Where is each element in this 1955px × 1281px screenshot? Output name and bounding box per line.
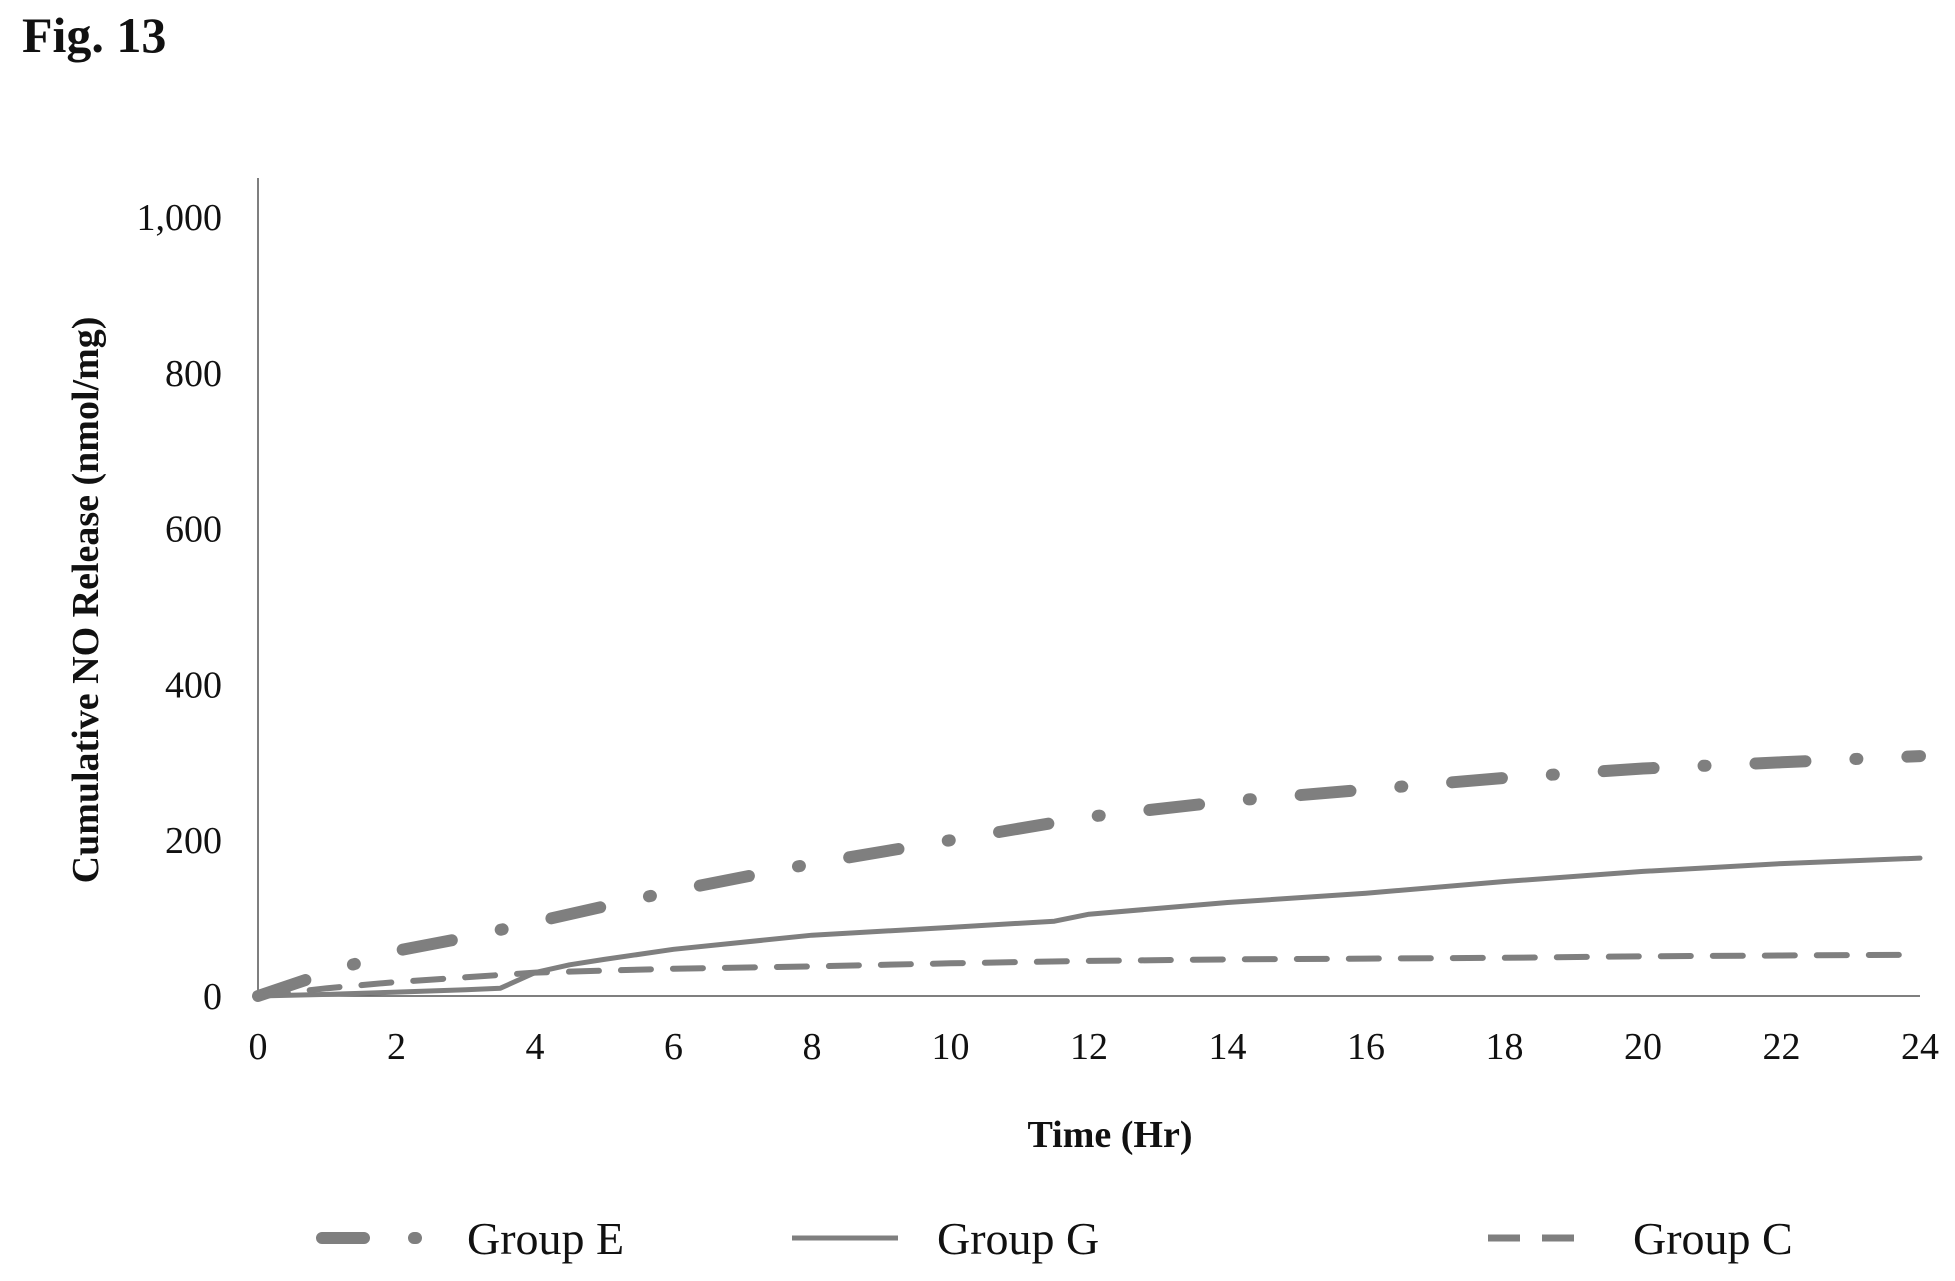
series-line-1: [252, 750, 1926, 1002]
y-tick-label: 1,000: [137, 197, 223, 239]
x-tick-label: 16: [1347, 1026, 1385, 1068]
legend: Group E Group G Group C: [316, 1213, 1793, 1264]
figure-title: Fig. 13: [22, 7, 167, 63]
y-tick-label: 600: [165, 509, 222, 551]
y-tick-label: 200: [165, 820, 222, 862]
x-tick-label: 2: [387, 1026, 406, 1068]
series-line-3: [255, 951, 1923, 999]
x-tick-label: 6: [664, 1026, 683, 1068]
legend-label-2: Group G: [937, 1213, 1099, 1264]
y-tick-label: 400: [165, 664, 222, 706]
x-tick-label: 18: [1486, 1026, 1524, 1068]
x-tick-label: 4: [526, 1026, 545, 1068]
x-axis-title: Time (Hr): [1028, 1114, 1193, 1156]
x-tick-label: 22: [1763, 1026, 1801, 1068]
x-tick-label: 0: [249, 1026, 268, 1068]
y-tick-label: 800: [165, 353, 222, 395]
y-axis-title-group: Cumulative NO Release (nmol/mg): [65, 317, 107, 884]
x-tick-label: 20: [1624, 1026, 1662, 1068]
y-tick-label: 0: [203, 976, 222, 1018]
y-axis-title: Cumulative NO Release (nmol/mg): [65, 317, 107, 884]
x-tick-label: 12: [1070, 1026, 1108, 1068]
x-tick-label: 8: [803, 1026, 822, 1068]
series-line-2: [255, 855, 1923, 999]
x-tick-label: 24: [1901, 1026, 1939, 1068]
legend-label-3: Group C: [1633, 1213, 1793, 1264]
x-tick-label: 10: [932, 1026, 970, 1068]
x-tick-label: 14: [1209, 1026, 1247, 1068]
legend-label-1: Group E: [467, 1213, 624, 1264]
